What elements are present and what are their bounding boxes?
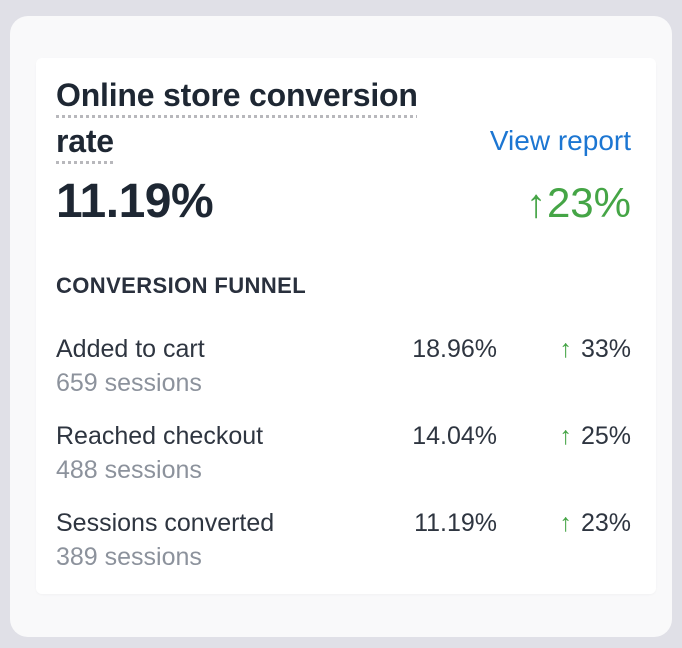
up-arrow-icon: ↑: [525, 182, 546, 226]
view-report-link[interactable]: View report: [489, 125, 631, 156]
row-label: Added to cart: [56, 335, 205, 363]
conversion-funnel-heading: CONVERSION FUNNEL: [56, 273, 307, 298]
metric-row: 11.19% ↑ 23%: [56, 176, 631, 228]
funnel-rows: Added to cart 659 sessions 18.96% ↑ 33% R…: [56, 332, 631, 574]
card-title[interactable]: Online store conversion rate: [56, 72, 466, 164]
row-delta: ↑ 23%: [497, 506, 631, 540]
row-value: 18.96%: [412, 335, 497, 363]
row-value: 14.04%: [412, 422, 497, 450]
row-sessions: 659 sessions: [56, 369, 202, 397]
conversion-rate-card: Online store conversion rate View report…: [10, 16, 672, 637]
conversion-rate-delta: ↑ 23%: [526, 179, 631, 228]
up-arrow-icon: ↑: [559, 422, 572, 450]
delta-percent: 25%: [580, 422, 631, 450]
row-delta: ↑ 33%: [497, 332, 631, 366]
card-panel: Online store conversion rate View report…: [36, 58, 656, 594]
card-header: Online store conversion rate View report: [56, 72, 631, 164]
up-arrow-icon: ↑: [559, 335, 572, 363]
funnel-row-added-to-cart: Added to cart 659 sessions 18.96% ↑ 33%: [56, 332, 631, 400]
delta-percent: 23%: [546, 179, 631, 226]
card-title-text[interactable]: Online store conversion rate: [56, 77, 418, 159]
row-delta: ↑ 25%: [497, 419, 631, 453]
delta-percent: 33%: [580, 335, 631, 363]
up-arrow-icon: ↑: [559, 509, 572, 537]
row-label: Reached checkout: [56, 422, 264, 450]
row-sessions: 488 sessions: [56, 456, 202, 484]
delta-percent: 23%: [580, 509, 631, 537]
funnel-row-reached-checkout: Reached checkout 488 sessions 14.04% ↑ 25…: [56, 419, 631, 487]
row-value: 11.19%: [414, 509, 497, 537]
conversion-rate-value: 11.19%: [56, 175, 214, 228]
row-label: Sessions converted: [56, 509, 275, 537]
funnel-row-sessions-converted: Sessions converted 389 sessions 11.19% ↑…: [56, 506, 631, 574]
row-sessions: 389 sessions: [56, 543, 202, 571]
